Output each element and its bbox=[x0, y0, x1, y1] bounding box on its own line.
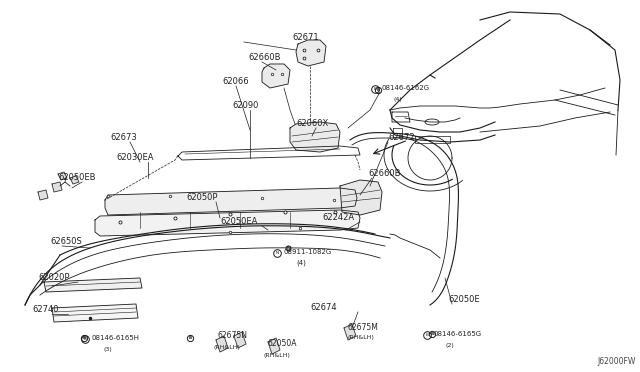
Polygon shape bbox=[216, 336, 228, 352]
Polygon shape bbox=[262, 64, 290, 88]
Text: B: B bbox=[431, 332, 433, 336]
Text: 62674: 62674 bbox=[310, 304, 337, 312]
Text: 62060X: 62060X bbox=[296, 119, 328, 128]
Polygon shape bbox=[52, 182, 62, 192]
Text: (RH&LH): (RH&LH) bbox=[214, 344, 241, 350]
Polygon shape bbox=[58, 172, 67, 180]
Text: 62740: 62740 bbox=[32, 305, 58, 314]
Polygon shape bbox=[52, 304, 138, 322]
Text: 62050EA: 62050EA bbox=[220, 218, 257, 227]
Text: 62671: 62671 bbox=[292, 33, 319, 42]
Polygon shape bbox=[70, 176, 79, 184]
Text: 62672: 62672 bbox=[388, 134, 415, 142]
Text: 62020P: 62020P bbox=[38, 273, 70, 282]
Text: 62660B: 62660B bbox=[248, 54, 280, 62]
Text: B: B bbox=[376, 88, 380, 92]
Text: 62050A: 62050A bbox=[268, 340, 298, 349]
Text: N: N bbox=[275, 251, 278, 255]
Text: 62050EB: 62050EB bbox=[58, 173, 95, 183]
Text: B: B bbox=[188, 336, 191, 340]
Text: B: B bbox=[426, 333, 429, 337]
Text: J62000FW: J62000FW bbox=[598, 357, 636, 366]
Text: 62242A: 62242A bbox=[322, 214, 354, 222]
Text: B: B bbox=[374, 87, 376, 91]
Text: 62675N: 62675N bbox=[218, 331, 248, 340]
Text: 08146-6165H: 08146-6165H bbox=[92, 335, 140, 341]
Polygon shape bbox=[268, 338, 280, 354]
Polygon shape bbox=[44, 278, 142, 292]
Polygon shape bbox=[290, 122, 340, 152]
Polygon shape bbox=[234, 332, 246, 348]
Text: (2): (2) bbox=[446, 343, 455, 347]
Text: 62050E: 62050E bbox=[448, 295, 479, 305]
Polygon shape bbox=[95, 210, 360, 236]
Text: 62030EA: 62030EA bbox=[116, 154, 154, 163]
Text: 08911-1082G: 08911-1082G bbox=[284, 249, 332, 255]
Text: 62660B: 62660B bbox=[368, 170, 401, 179]
Text: B: B bbox=[83, 336, 86, 340]
Text: 08146-6162G: 08146-6162G bbox=[382, 85, 430, 91]
Polygon shape bbox=[296, 40, 326, 66]
Text: 62673: 62673 bbox=[110, 134, 137, 142]
Text: 62675M: 62675M bbox=[348, 324, 379, 333]
Polygon shape bbox=[105, 188, 357, 215]
Text: 62050P: 62050P bbox=[186, 193, 218, 202]
Text: 62650S: 62650S bbox=[50, 237, 82, 247]
Text: (3): (3) bbox=[104, 346, 113, 352]
Text: 62066: 62066 bbox=[222, 77, 248, 87]
Text: (4): (4) bbox=[394, 96, 403, 102]
Polygon shape bbox=[344, 324, 356, 340]
Polygon shape bbox=[340, 180, 382, 215]
Polygon shape bbox=[38, 190, 48, 200]
Text: (4): (4) bbox=[296, 260, 306, 266]
Text: 62090: 62090 bbox=[232, 102, 259, 110]
Text: N: N bbox=[286, 246, 290, 250]
Text: (RH&LH): (RH&LH) bbox=[348, 336, 375, 340]
Text: 08146-6165G: 08146-6165G bbox=[434, 331, 482, 337]
Text: B: B bbox=[83, 337, 86, 341]
Text: (RH&LH): (RH&LH) bbox=[264, 353, 291, 357]
